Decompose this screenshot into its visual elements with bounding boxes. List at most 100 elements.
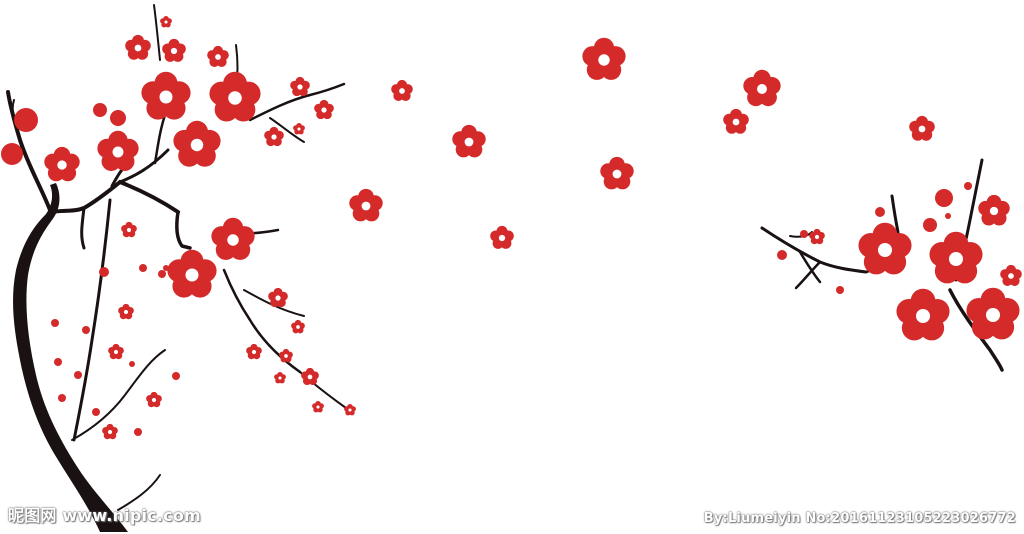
plum-blossom bbox=[102, 423, 118, 440]
branch-11 bbox=[175, 210, 192, 250]
blossom-center bbox=[159, 90, 173, 104]
bud-dot bbox=[139, 264, 147, 272]
branch-18 bbox=[248, 82, 346, 122]
plum-blossom bbox=[290, 76, 310, 97]
branch-26 bbox=[890, 194, 900, 234]
plum-blossom bbox=[490, 225, 514, 249]
bud-dot bbox=[964, 182, 972, 190]
blossom-center bbox=[757, 84, 767, 94]
branch-2 bbox=[11, 99, 21, 141]
bud-dot bbox=[777, 250, 787, 260]
blossom-center bbox=[316, 405, 320, 409]
bud-dot bbox=[129, 361, 135, 367]
plum-blossom bbox=[246, 343, 262, 360]
blossom-center bbox=[918, 125, 926, 133]
plum-blossom bbox=[582, 37, 626, 80]
branch-4 bbox=[80, 206, 86, 250]
plum-blossom bbox=[146, 391, 162, 408]
blossom-center bbox=[170, 47, 178, 55]
branch-23 bbox=[798, 250, 822, 284]
blossom-center bbox=[814, 234, 820, 240]
plum-blossom bbox=[858, 222, 912, 275]
bud-dot bbox=[54, 358, 62, 366]
plum-blossom bbox=[279, 348, 293, 363]
watermark-author-id: By:Liumeiyin No:20161123105223026772 bbox=[703, 511, 1016, 526]
plum-blossom bbox=[391, 79, 413, 101]
blossom-center bbox=[498, 234, 506, 242]
branch-7 bbox=[153, 113, 167, 165]
plum-blossom bbox=[162, 38, 186, 62]
bud-dot bbox=[923, 218, 937, 232]
branch-13 bbox=[71, 349, 166, 441]
bud-dot bbox=[58, 394, 66, 402]
plum-blossom bbox=[929, 231, 983, 284]
plum-blossom bbox=[264, 126, 284, 147]
watermark-nipic: 昵图网 www.nipic.com bbox=[8, 506, 201, 525]
blossom-center bbox=[321, 107, 327, 113]
bud-dot bbox=[836, 286, 844, 294]
blossom-center bbox=[227, 234, 239, 246]
blossom-center bbox=[348, 408, 352, 412]
plum-blossom bbox=[452, 124, 486, 158]
bud-dot bbox=[110, 110, 126, 126]
blossom-center bbox=[877, 242, 893, 258]
plum-blossom bbox=[743, 69, 781, 107]
branch-14 bbox=[117, 474, 161, 511]
plum-blossom bbox=[125, 34, 151, 60]
bud-dot bbox=[172, 372, 180, 380]
plum-blossom bbox=[121, 221, 137, 238]
blossom-center bbox=[598, 54, 610, 66]
branch-24 bbox=[794, 260, 822, 290]
blossom-center bbox=[151, 397, 157, 403]
blossom-center bbox=[134, 44, 142, 52]
plum-blossom bbox=[274, 371, 286, 384]
bud-dot bbox=[945, 213, 951, 219]
blossom-center bbox=[112, 146, 124, 158]
branch-9 bbox=[153, 4, 161, 61]
plum-blossom bbox=[1000, 264, 1022, 286]
blossom-center bbox=[278, 376, 282, 380]
bud-dot bbox=[74, 371, 82, 379]
bud-dot bbox=[134, 428, 142, 436]
blossom-center bbox=[215, 54, 221, 60]
blossom-center bbox=[190, 138, 204, 152]
plum-blossom bbox=[108, 343, 124, 360]
blossom-center bbox=[271, 134, 277, 140]
plum-blossom bbox=[600, 156, 634, 190]
blossom-center bbox=[399, 88, 405, 94]
plum-blossom bbox=[167, 249, 217, 298]
trunk-shape bbox=[13, 183, 128, 532]
bud-dot bbox=[935, 189, 953, 207]
blossom-center bbox=[296, 325, 300, 329]
tree-trunk bbox=[13, 183, 128, 532]
bud-dot bbox=[92, 408, 100, 416]
plum-blossom bbox=[966, 287, 1020, 340]
branch-10 bbox=[118, 180, 180, 214]
plum-blossom bbox=[314, 99, 334, 120]
plum-blossom bbox=[978, 194, 1010, 226]
bud-dot bbox=[93, 103, 107, 117]
blossom-center bbox=[612, 169, 622, 179]
plum-blossom bbox=[209, 71, 261, 122]
blossom-center bbox=[297, 127, 301, 131]
blossom-center bbox=[275, 295, 281, 301]
plum-blossom bbox=[809, 228, 825, 245]
plum-blossom bbox=[909, 115, 935, 141]
blossom-center bbox=[228, 91, 242, 105]
plum-blossom bbox=[301, 367, 319, 386]
blossom-center bbox=[985, 307, 1001, 323]
blossom-center bbox=[284, 354, 288, 358]
blossom-center bbox=[989, 206, 999, 216]
branch-19 bbox=[269, 117, 305, 143]
branch-6 bbox=[118, 148, 170, 184]
bud-dot bbox=[800, 230, 808, 238]
blossom-center bbox=[307, 374, 313, 380]
plum-blossom bbox=[268, 287, 288, 308]
blossom-center bbox=[107, 429, 113, 435]
plum-blossom bbox=[312, 400, 324, 413]
blossom-center bbox=[126, 227, 132, 233]
plum-blossom bbox=[344, 403, 356, 416]
bud-dot bbox=[158, 270, 166, 278]
plum-blossom bbox=[207, 45, 229, 67]
